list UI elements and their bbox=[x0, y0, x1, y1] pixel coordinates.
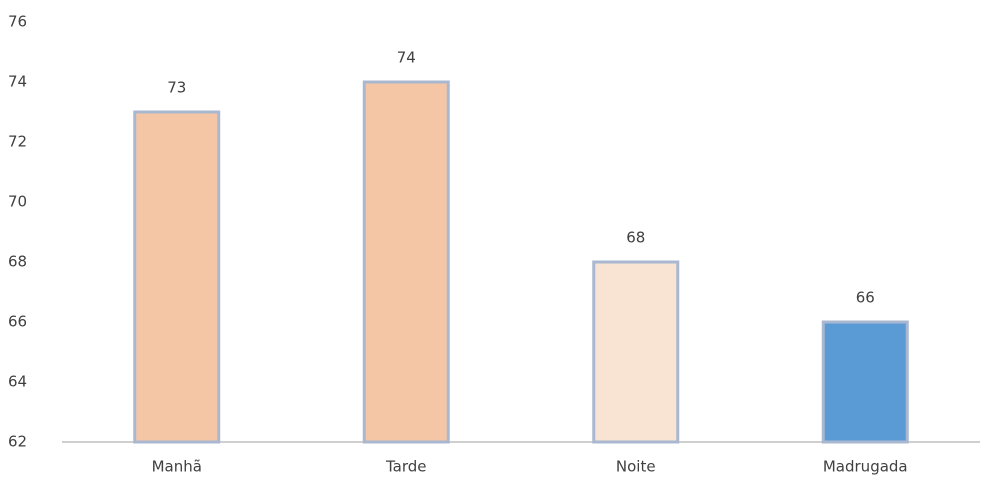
x-tick-label: Tarde bbox=[385, 458, 427, 476]
y-tick-label: 76 bbox=[8, 13, 27, 31]
bar bbox=[362, 80, 450, 444]
y-tick-label: 64 bbox=[8, 373, 27, 391]
y-tick-label: 74 bbox=[8, 73, 27, 91]
x-tick-label: Madrugada bbox=[823, 458, 908, 476]
y-tick-label: 72 bbox=[8, 133, 27, 151]
bar bbox=[133, 110, 221, 444]
y-tick-label: 68 bbox=[8, 253, 27, 271]
y-tick-label: 66 bbox=[8, 313, 27, 331]
bar bbox=[592, 260, 680, 444]
y-tick-label: 62 bbox=[8, 433, 27, 451]
data-label: 74 bbox=[397, 49, 416, 67]
data-label: 68 bbox=[626, 229, 645, 247]
y-tick-label: 70 bbox=[8, 193, 27, 211]
data-label: 73 bbox=[167, 79, 186, 97]
data-label: 66 bbox=[856, 289, 875, 307]
x-tick-label: Manhã bbox=[152, 458, 202, 476]
bar bbox=[821, 320, 909, 444]
x-tick-label: Noite bbox=[616, 458, 656, 476]
